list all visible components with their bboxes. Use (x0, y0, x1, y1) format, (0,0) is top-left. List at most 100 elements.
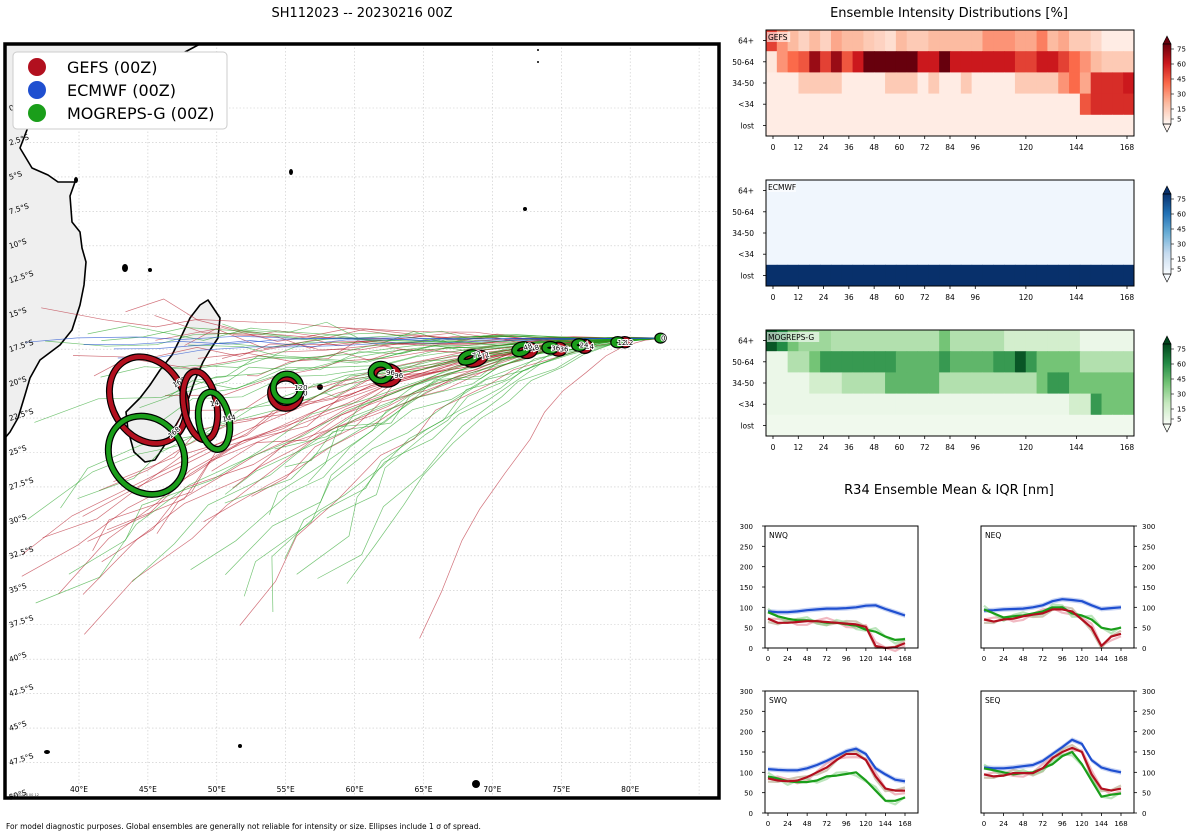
colorbar-segment (1163, 382, 1171, 385)
x-tick-label: 72 (920, 293, 930, 302)
legend-marker (28, 104, 46, 122)
intensity-cell (1090, 180, 1103, 202)
x-tick-label: 24 (819, 443, 829, 452)
colorbar-segment (1163, 58, 1171, 61)
colorbar-segment (1163, 90, 1171, 93)
intensity-cell (830, 201, 843, 223)
intensity-cell (874, 264, 886, 287)
y-tick-label: 150 (740, 749, 753, 757)
intensity-cell (917, 201, 929, 223)
x-tick-label: 12 (794, 443, 804, 452)
intensity-cell (917, 51, 929, 73)
colorbar-segment (1163, 96, 1171, 99)
intensity-cell (1025, 264, 1038, 287)
intensity-cell (895, 264, 908, 287)
colorbar-segment (1163, 66, 1171, 69)
intensity-cell (776, 114, 789, 137)
colorbar-segment (1163, 98, 1171, 101)
y-tick-label: 0 (1142, 810, 1146, 818)
x-tick-label: 96 (1058, 820, 1067, 828)
intensity-cell (950, 201, 962, 223)
x-tick-label: 60 (895, 293, 905, 302)
island (537, 49, 539, 51)
ellipse-fill (655, 333, 666, 343)
intensity-cell (776, 372, 789, 395)
colorbar-segment (1163, 398, 1171, 401)
intensity-cell (1014, 393, 1027, 416)
intensity-cell (798, 51, 810, 73)
intensity-cell (1101, 30, 1113, 52)
intensity-cell (982, 264, 994, 287)
intensity-cell (982, 330, 994, 352)
ellipse-fill (542, 342, 559, 354)
colorbar-segment (1163, 252, 1171, 255)
intensity-cell (841, 264, 854, 287)
intensity-cell (1123, 393, 1135, 416)
intensity-cell (841, 222, 854, 245)
intensity-cell (1090, 72, 1103, 95)
intensity-cell (1004, 114, 1016, 137)
intensity-cell (1047, 372, 1059, 395)
colorbar-segment (1163, 416, 1171, 419)
intensity-cell (982, 51, 994, 73)
colorbar-segment (1163, 114, 1171, 117)
colorbar-frame (1162, 193, 1172, 275)
intensity-cell (852, 330, 864, 352)
colorbar-segment (1163, 48, 1171, 51)
colorbar-segment (1163, 44, 1171, 47)
intensity-cell (1101, 393, 1113, 416)
intensity-cell (1112, 180, 1124, 202)
intensity-cell (971, 243, 983, 266)
colorbar-tick-label: 60 (1177, 361, 1186, 369)
intensity-cell (917, 72, 929, 95)
intensity-cell (1025, 93, 1038, 116)
island (44, 750, 50, 754)
ellipse-hour-label: 12 (624, 339, 633, 347)
intensity-cell (1058, 72, 1070, 95)
intensity-cell (1058, 243, 1070, 266)
intensity-cell (939, 51, 951, 73)
colorbar-segment (1163, 380, 1171, 383)
colorbar-segment (1163, 194, 1171, 197)
intensity-cell (939, 30, 951, 52)
intensity-cell (787, 72, 799, 95)
intensity-cell (917, 222, 929, 245)
intensity-cell (1036, 372, 1048, 395)
y-tick-label: 50 (744, 625, 753, 633)
intensity-cell (1036, 51, 1048, 73)
intensity-cell (906, 30, 919, 52)
colorbar-segment (1163, 224, 1171, 227)
intensity-cell (1112, 51, 1124, 73)
intensity-cell (1004, 393, 1016, 416)
intensity-cell (1047, 264, 1059, 287)
x-tick-label: 120 (1075, 655, 1088, 663)
intensity-cell (820, 30, 832, 52)
colorbar-segment (1163, 390, 1171, 393)
x-tick-label: 48 (803, 655, 812, 663)
intensity-cell (1058, 414, 1070, 437)
x-tick-label: 24 (999, 820, 1008, 828)
intensity-cell (863, 114, 875, 137)
intensity-cell (798, 414, 810, 437)
y-tick-label: 300 (1142, 688, 1155, 696)
colorbar-segment (1163, 386, 1171, 389)
iqr-band (768, 602, 905, 618)
colorbar-segment (1163, 418, 1171, 421)
r34-panel-seq: SEQ 0 50 100 150 200 250 300 0 24 48 72 96 120 144 168 (980, 688, 1155, 828)
intensity-cell (906, 114, 919, 137)
colorbar-segment (1163, 248, 1171, 251)
intensity-cell (798, 393, 810, 416)
y-tick-label: 100 (1142, 604, 1155, 612)
intensity-cell (928, 243, 940, 266)
intensity-cell (1025, 51, 1038, 73)
intensity-cell (820, 243, 832, 266)
intensity-cell (820, 351, 832, 373)
intensity-cell (939, 372, 951, 395)
intensity-cell (885, 93, 897, 116)
intensity-cell (874, 51, 886, 73)
colorbar-segment (1163, 404, 1171, 407)
x-tick-label: 144 (1069, 143, 1084, 152)
intensity-panel-ecmwf: 64+ 50-64 34-50 <34 lost ECMWF 0 12 24 36 48 60 72 84… (732, 179, 1186, 302)
category-label: lost (740, 271, 754, 280)
intensity-cell (1014, 72, 1027, 95)
